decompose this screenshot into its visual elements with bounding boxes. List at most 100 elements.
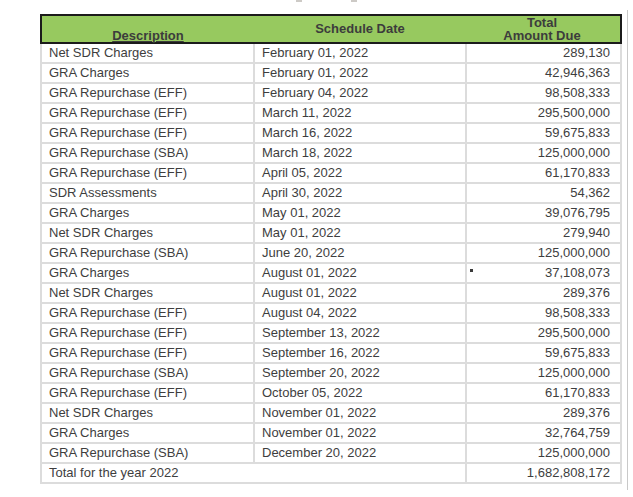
schedule-date-cell: April 05, 2022 (255, 164, 467, 182)
schedule-date-cell: September 16, 2022 (255, 344, 467, 362)
table-row: GRA Charges August 01, 2022 37,108,073 (42, 264, 622, 284)
amount-cell: 289,376 (467, 404, 622, 422)
schedule-date-cell: May 01, 2022 (255, 204, 467, 222)
amount-cell: 61,170,833 (467, 384, 622, 402)
table-row: GRA Repurchase (EFF) February 04, 2022 9… (42, 84, 622, 104)
schedule-date-cell: March 11, 2022 (255, 104, 467, 122)
schedule-date-cell: September 20, 2022 (255, 364, 467, 382)
column-header-description[interactable]: Description (42, 16, 254, 43)
schedule-date-cell: February 01, 2022 (255, 64, 467, 82)
description-cell: GRA Repurchase (SBA) (42, 244, 255, 262)
description-cell: GRA Repurchase (SBA) (42, 364, 255, 382)
description-cell: Net SDR Charges (42, 224, 255, 242)
column-header-total-amount-due: Total Amount Due (466, 16, 618, 43)
amount-cell: 295,500,000 (467, 104, 622, 122)
table-row: Net SDR Charges May 01, 2022 279,940 (42, 224, 622, 244)
table-row: SDR Assessments April 30, 2022 54,362 (42, 184, 622, 204)
amount-cell: 289,376 (467, 284, 622, 302)
table-row: GRA Repurchase (EFF) October 05, 2022 61… (42, 384, 622, 404)
amount-cell: 98,508,333 (467, 84, 622, 102)
schedule-date-cell: November 01, 2022 (255, 404, 467, 422)
amount-cell: 39,076,795 (467, 204, 622, 222)
schedule-date-cell: June 20, 2022 (255, 244, 467, 262)
description-cell: GRA Repurchase (EFF) (42, 124, 255, 142)
total-amount: 1,682,808,172 (467, 464, 622, 482)
description-cell: Net SDR Charges (42, 44, 255, 62)
stray-dot-artifact (470, 269, 473, 272)
table-row: GRA Repurchase (EFF) March 16, 2022 59,6… (42, 124, 622, 144)
total-row: Total for the year 2022 1,682,808,172 (42, 464, 622, 484)
table-row: Net SDR Charges February 01, 2022 289,13… (42, 44, 622, 64)
table-row: GRA Charges November 01, 2022 32,764,759 (42, 424, 622, 444)
description-cell: GRA Charges (42, 64, 255, 82)
amount-cell: 125,000,000 (467, 444, 622, 462)
total-row-container: Total for the year 2022 1,682,808,172 (40, 464, 622, 484)
payment-schedule-table: Description Schedule Date Total Amount D… (40, 14, 622, 484)
table-body: Net SDR Charges February 01, 2022 289,13… (40, 44, 622, 464)
amount-cell: 295,500,000 (467, 324, 622, 342)
description-cell: Net SDR Charges (42, 404, 255, 422)
amount-cell: 125,000,000 (467, 364, 622, 382)
amount-cell: 59,675,833 (467, 124, 622, 142)
cropped-text-artifact (296, 0, 302, 2)
amount-cell: 42,946,363 (467, 64, 622, 82)
description-cell: GRA Charges (42, 204, 255, 222)
total-label: Total for the year 2022 (42, 464, 467, 482)
amount-cell: 32,764,759 (467, 424, 622, 442)
column-header-schedule-date: Schedule Date (254, 22, 466, 36)
cropped-text-artifact (351, 0, 357, 2)
amount-cell: 59,675,833 (467, 344, 622, 362)
table-row: GRA Repurchase (EFF) September 13, 2022 … (42, 324, 622, 344)
table-row: Net SDR Charges November 01, 2022 289,37… (42, 404, 622, 424)
amount-cell: 279,940 (467, 224, 622, 242)
table-row: GRA Charges May 01, 2022 39,076,795 (42, 204, 622, 224)
amount-cell: 289,130 (467, 44, 622, 62)
amount-cell: 98,508,333 (467, 304, 622, 322)
table-row: GRA Repurchase (SBA) June 20, 2022 125,0… (42, 244, 622, 264)
container-border-line (627, 10, 628, 490)
amount-cell: 61,170,833 (467, 164, 622, 182)
description-cell: GRA Repurchase (EFF) (42, 84, 255, 102)
description-cell: GRA Repurchase (EFF) (42, 344, 255, 362)
description-cell: GRA Repurchase (EFF) (42, 304, 255, 322)
table-row: Net SDR Charges August 01, 2022 289,376 (42, 284, 622, 304)
description-cell: GRA Charges (42, 264, 255, 282)
description-cell: SDR Assessments (42, 184, 255, 202)
table-row: GRA Repurchase (SBA) December 20, 2022 1… (42, 444, 622, 464)
table-row: GRA Repurchase (SBA) September 20, 2022 … (42, 364, 622, 384)
description-cell: GRA Repurchase (SBA) (42, 444, 255, 462)
schedule-date-cell: September 13, 2022 (255, 324, 467, 342)
table-row: GRA Repurchase (EFF) September 16, 2022 … (42, 344, 622, 364)
description-cell: GRA Repurchase (SBA) (42, 144, 255, 162)
schedule-date-cell: May 01, 2022 (255, 224, 467, 242)
amount-cell: 125,000,000 (467, 144, 622, 162)
amount-cell: 54,362 (467, 184, 622, 202)
schedule-date-cell: October 05, 2022 (255, 384, 467, 402)
description-cell: GRA Repurchase (EFF) (42, 384, 255, 402)
schedule-date-cell: February 01, 2022 (255, 44, 467, 62)
table-row: GRA Repurchase (SBA) March 18, 2022 125,… (42, 144, 622, 164)
schedule-date-cell: April 30, 2022 (255, 184, 467, 202)
schedule-date-cell: December 20, 2022 (255, 444, 467, 462)
schedule-date-cell: August 04, 2022 (255, 304, 467, 322)
table-row: GRA Repurchase (EFF) April 05, 2022 61,1… (42, 164, 622, 184)
amount-cell: 125,000,000 (467, 244, 622, 262)
schedule-date-cell: March 16, 2022 (255, 124, 467, 142)
schedule-date-cell: August 01, 2022 (255, 284, 467, 302)
description-sort-link[interactable]: Description (112, 28, 184, 43)
table-row: GRA Repurchase (EFF) March 11, 2022 295,… (42, 104, 622, 124)
description-cell: GRA Repurchase (EFF) (42, 104, 255, 122)
schedule-date-cell: March 18, 2022 (255, 144, 467, 162)
description-cell: Net SDR Charges (42, 284, 255, 302)
description-cell: GRA Charges (42, 424, 255, 442)
table-row: GRA Repurchase (EFF) August 04, 2022 98,… (42, 304, 622, 324)
schedule-date-cell: August 01, 2022 (255, 264, 467, 282)
table-header-row: Description Schedule Date Total Amount D… (40, 14, 622, 44)
description-cell: GRA Repurchase (EFF) (42, 324, 255, 342)
page: Description Schedule Date Total Amount D… (0, 0, 633, 497)
schedule-date-cell: February 04, 2022 (255, 84, 467, 102)
description-cell: GRA Repurchase (EFF) (42, 164, 255, 182)
schedule-date-cell: November 01, 2022 (255, 424, 467, 442)
amount-cell: 37,108,073 (467, 264, 622, 282)
table-row: GRA Charges February 01, 2022 42,946,363 (42, 64, 622, 84)
